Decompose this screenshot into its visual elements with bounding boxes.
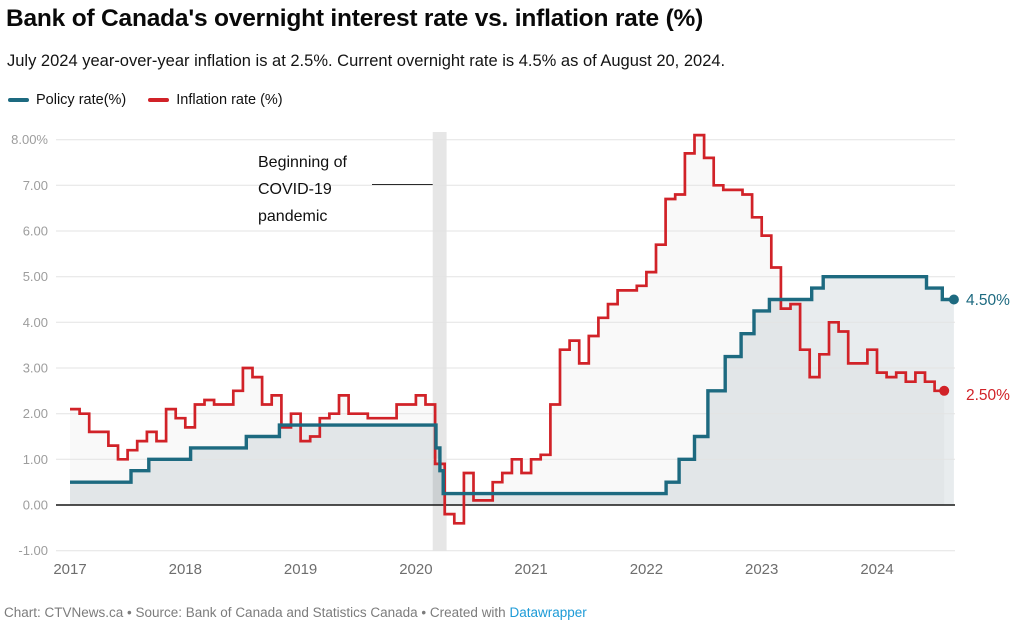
x-axis-tick-label: 2017: [53, 561, 86, 578]
legend-item-policy-rate: Policy rate(%): [8, 92, 126, 108]
x-axis-tick-label: 2021: [514, 561, 547, 578]
legend-label-inflation-rate: Inflation rate (%): [176, 92, 283, 108]
y-axis-tick-label: 5.00: [23, 269, 48, 284]
x-axis-tick-label: 2020: [399, 561, 432, 578]
policy-rate-swatch-icon: [8, 98, 29, 102]
legend: Policy rate(%) Inflation rate (%): [8, 92, 283, 108]
x-axis-tick-label: 2022: [630, 561, 663, 578]
y-axis-tick-label: 0.00: [23, 498, 48, 513]
datawrapper-link[interactable]: Datawrapper: [509, 605, 587, 620]
policy-rate-line: [70, 275, 954, 496]
y-axis-tick-label: 2.00: [23, 406, 48, 421]
x-axis-tick-label: 2024: [860, 561, 893, 578]
y-axis-tick-label: 1.00: [23, 452, 48, 467]
inflation-rate-end-value-label: 2.50%: [966, 387, 1010, 404]
x-axis-tick-label: 2018: [169, 561, 202, 578]
inflation-rate-swatch-icon: [148, 98, 170, 102]
inflation-rate-end-dot: [939, 385, 950, 396]
legend-item-inflation-rate: Inflation rate (%): [148, 92, 283, 108]
policy-rate-end-dot: [948, 294, 959, 305]
chart-subtitle: July 2024 year-over-year inflation is at…: [7, 52, 726, 70]
legend-label-policy-rate: Policy rate(%): [36, 92, 127, 108]
inflation-rate-line: [70, 133, 945, 525]
covid-annotation-text: Beginning of COVID-19 pandemic: [258, 154, 347, 225]
footer-credit-text: Chart: CTVNews.ca • Source: Bank of Cana…: [4, 605, 510, 620]
policy-rate-area: [70, 276, 954, 505]
y-axis-tick-label: 7.00: [23, 178, 48, 193]
y-axis-tick-label: 6.00: [23, 224, 48, 239]
y-axis-tick-label: 8.00%: [11, 132, 48, 147]
chart-title: Bank of Canada's overnight interest rate…: [6, 5, 704, 32]
y-axis-tick-label: 4.00: [23, 315, 48, 330]
y-axis-tick-label: 3.00: [23, 361, 48, 376]
chart-footer: Chart: CTVNews.ca • Source: Bank of Cana…: [4, 605, 1020, 620]
x-axis-tick-label: 2023: [745, 561, 778, 578]
policy-rate-end-value-label: 4.50%: [966, 292, 1010, 309]
y-axis-tick-label: -1.00: [18, 543, 48, 558]
x-axis-tick-label: 2019: [284, 561, 317, 578]
